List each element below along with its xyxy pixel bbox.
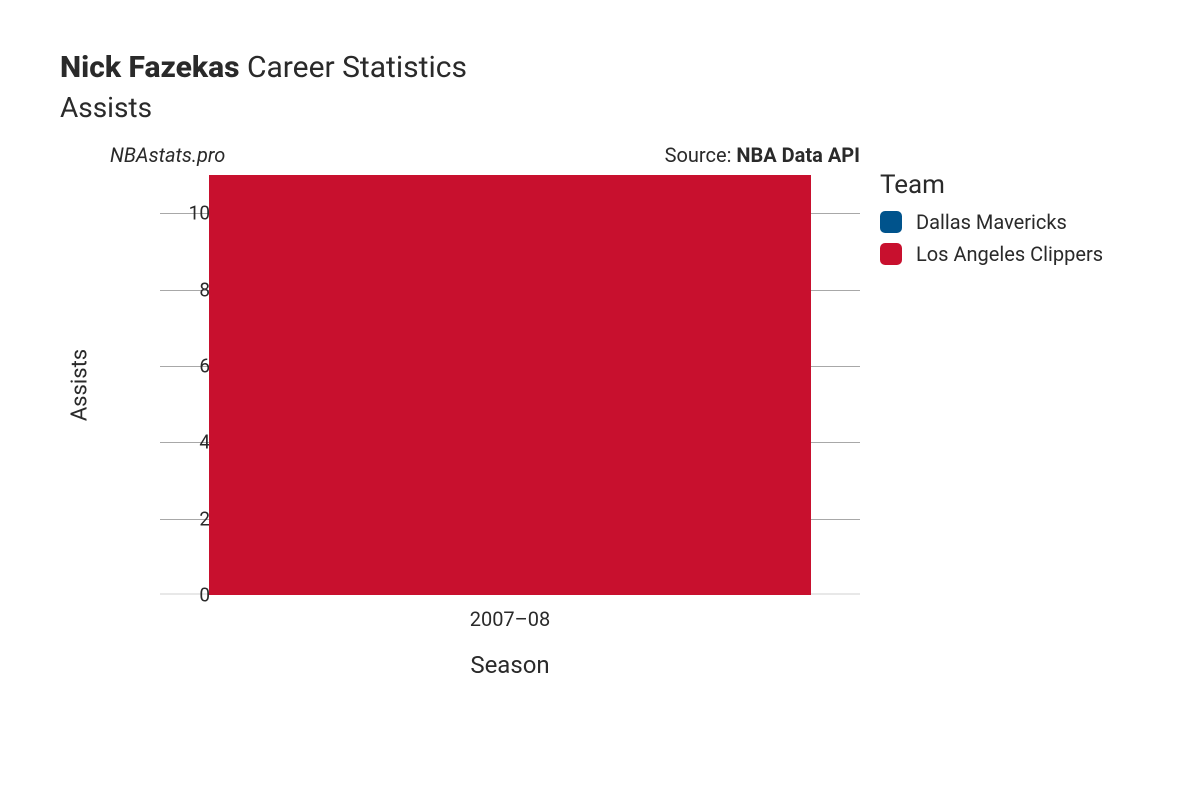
y-tick-label: 2 bbox=[110, 507, 210, 530]
y-tick-label: 8 bbox=[110, 278, 210, 301]
legend-label: Dallas Mavericks bbox=[916, 210, 1067, 234]
y-tick-label: 6 bbox=[110, 354, 210, 377]
plot-subheader: NBAstats.pro Source: NBA Data API bbox=[100, 143, 860, 167]
chart-title-line1: Nick Fazekas Career Statistics bbox=[60, 50, 1160, 85]
site-credit: NBAstats.pro bbox=[100, 143, 225, 167]
chart-container: Nick Fazekas Career Statistics Assists bbox=[60, 50, 1160, 124]
player-name: Nick Fazekas bbox=[60, 50, 239, 85]
plot-region: NBAstats.pro Source: NBA Data API Assist… bbox=[100, 175, 860, 635]
y-tick-label: 4 bbox=[110, 431, 210, 454]
y-tick-label: 0 bbox=[110, 584, 210, 607]
legend-title: Team bbox=[880, 170, 1180, 200]
title-suffix: Career Statistics bbox=[247, 50, 467, 85]
legend-swatch bbox=[880, 211, 902, 233]
y-tick-label: 10 bbox=[110, 202, 210, 225]
chart-title-metric: Assists bbox=[60, 91, 1160, 124]
legend-swatch bbox=[880, 243, 902, 265]
x-tick-label: 2007–08 bbox=[470, 607, 551, 631]
bar-segment bbox=[209, 175, 811, 595]
data-source: Source: NBA Data API bbox=[665, 143, 860, 167]
y-axis-title: Assists bbox=[68, 349, 93, 421]
legend: Team Dallas Mavericks Los Angeles Clipper… bbox=[880, 170, 1180, 274]
legend-item: Los Angeles Clippers bbox=[880, 242, 1180, 266]
source-prefix: Source: bbox=[665, 143, 737, 167]
source-name: NBA Data API bbox=[736, 143, 860, 167]
legend-label: Los Angeles Clippers bbox=[916, 242, 1103, 266]
legend-item: Dallas Mavericks bbox=[880, 210, 1180, 234]
plot-area: 0246810 bbox=[160, 175, 860, 595]
x-axis-title: Season bbox=[470, 651, 549, 679]
